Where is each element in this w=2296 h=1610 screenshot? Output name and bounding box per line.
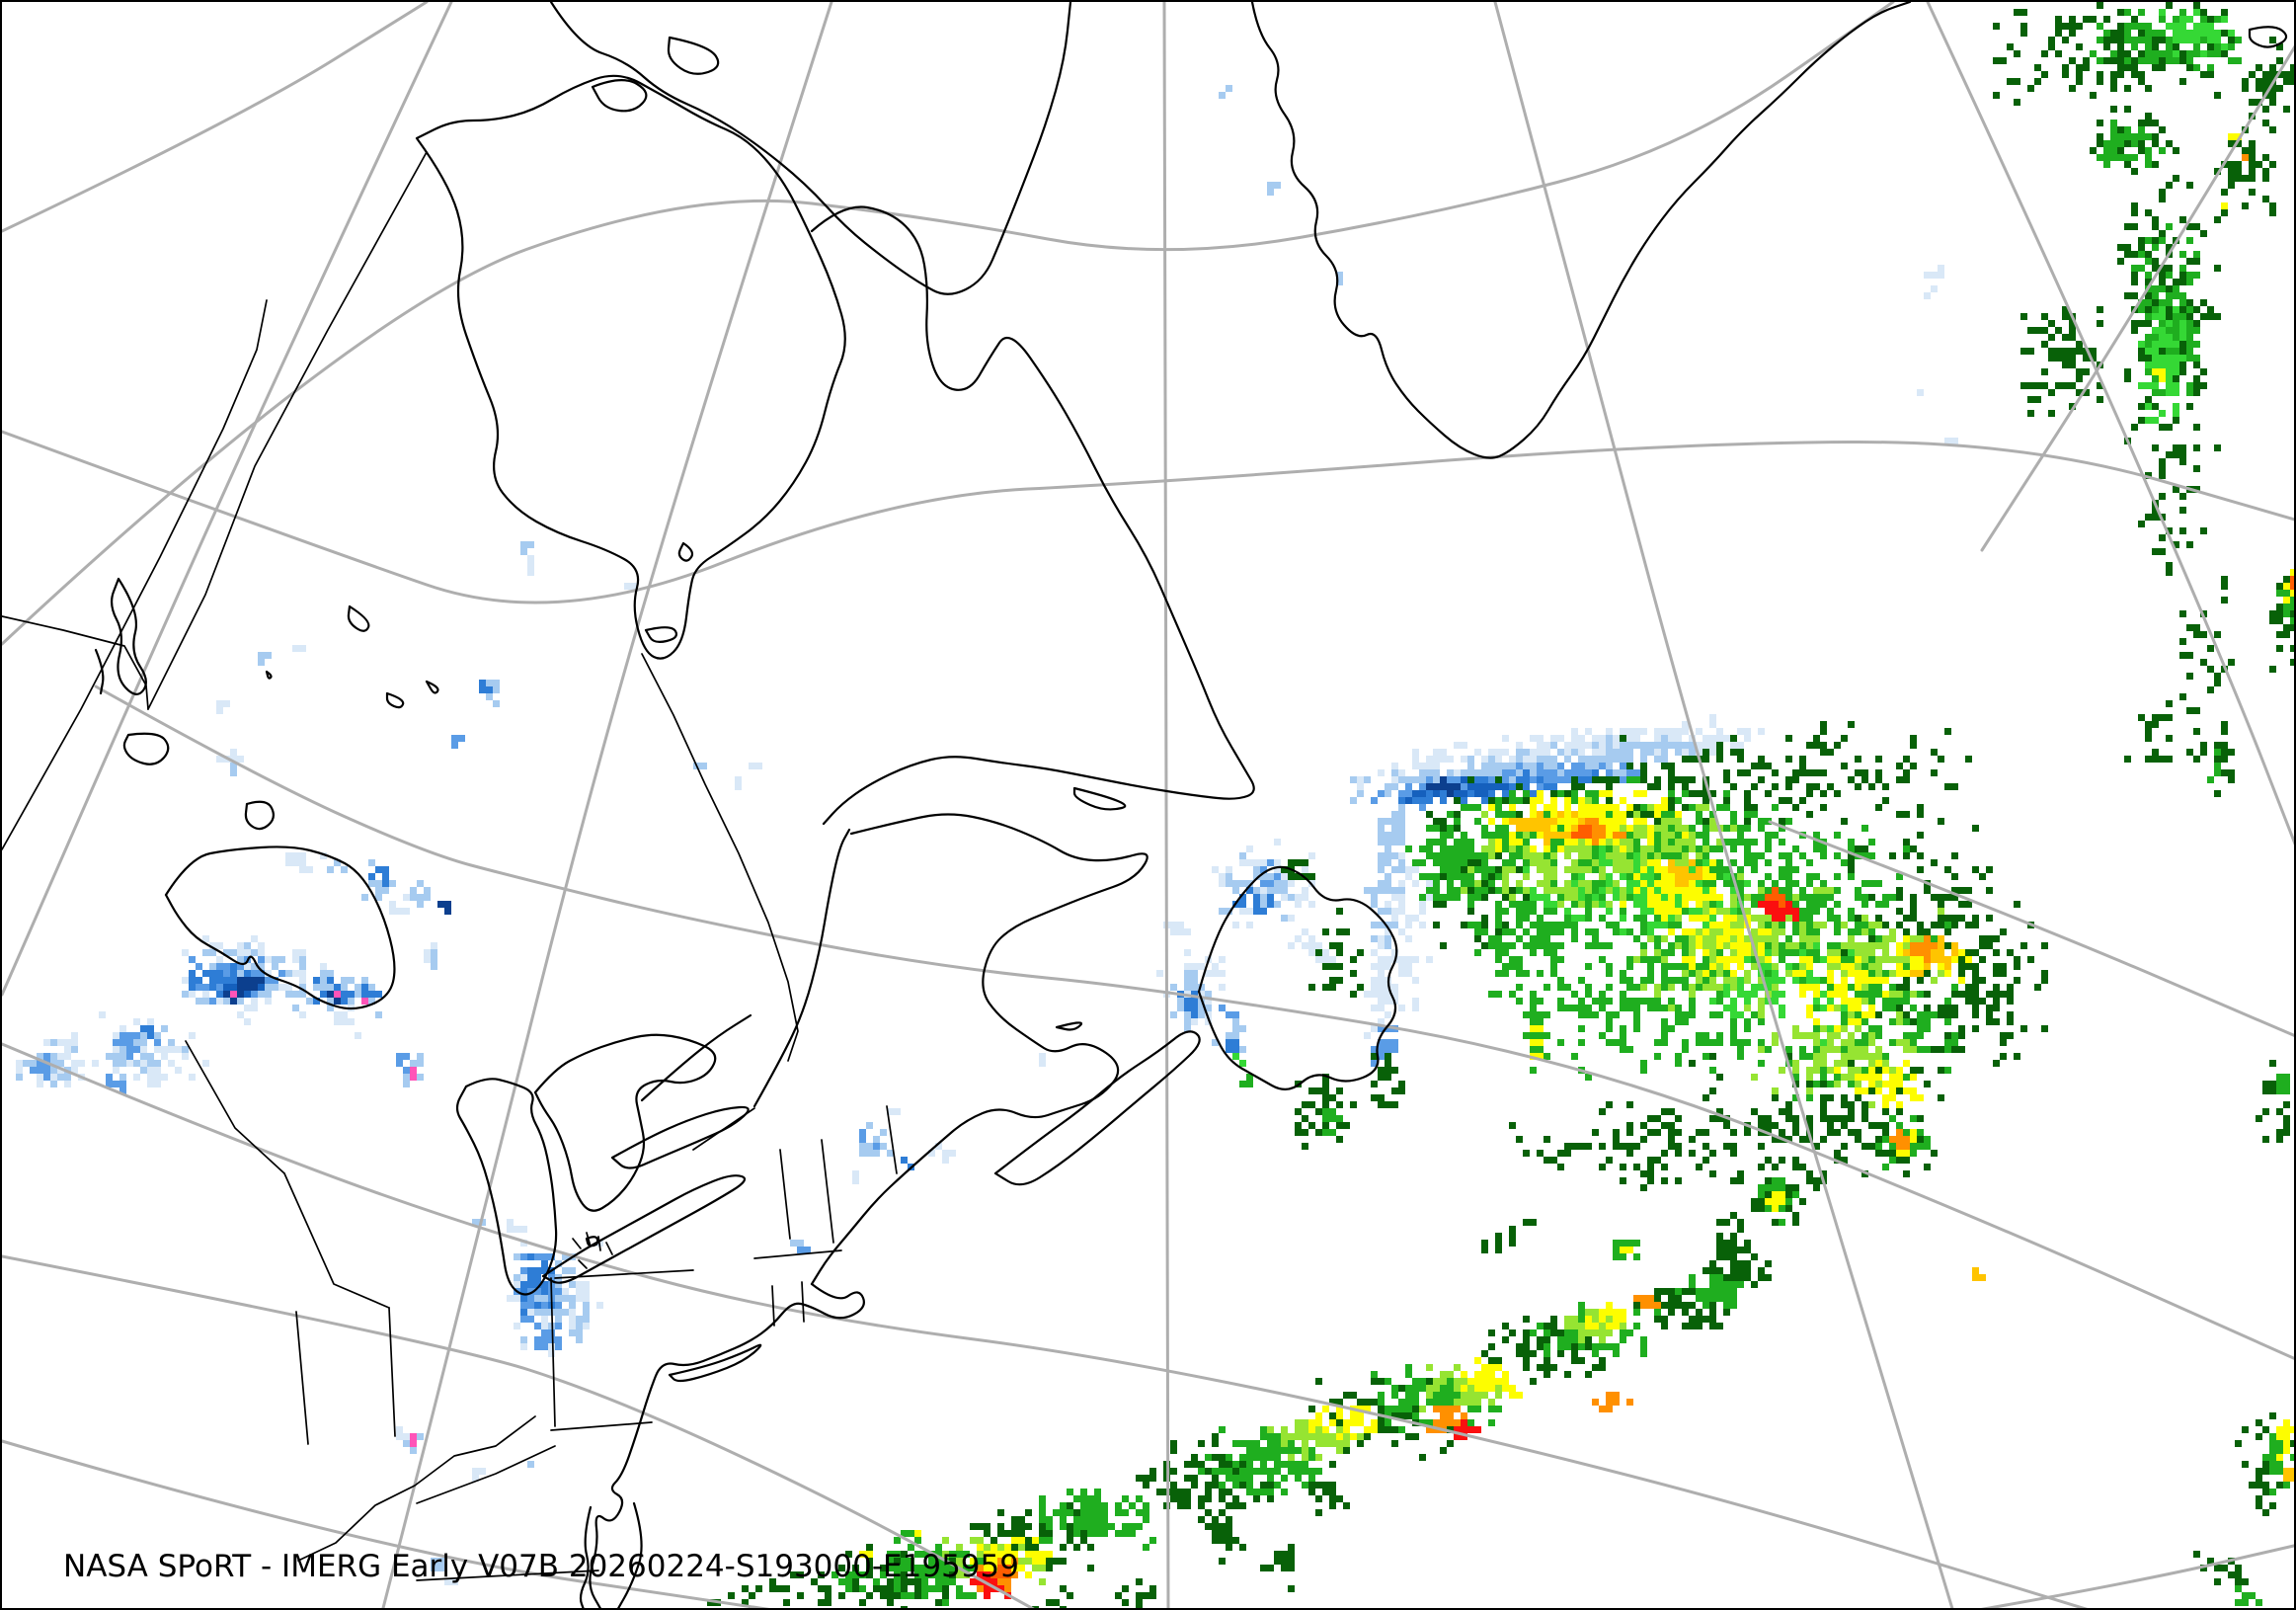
- border-layer: [2, 151, 898, 1581]
- product-title: NASA SPoRT - IMERG Early V07B 20260224-S…: [63, 1549, 1019, 1584]
- precipitation-layer: [16, 2, 2294, 1608]
- coastline-layer: [94, 2, 2288, 1608]
